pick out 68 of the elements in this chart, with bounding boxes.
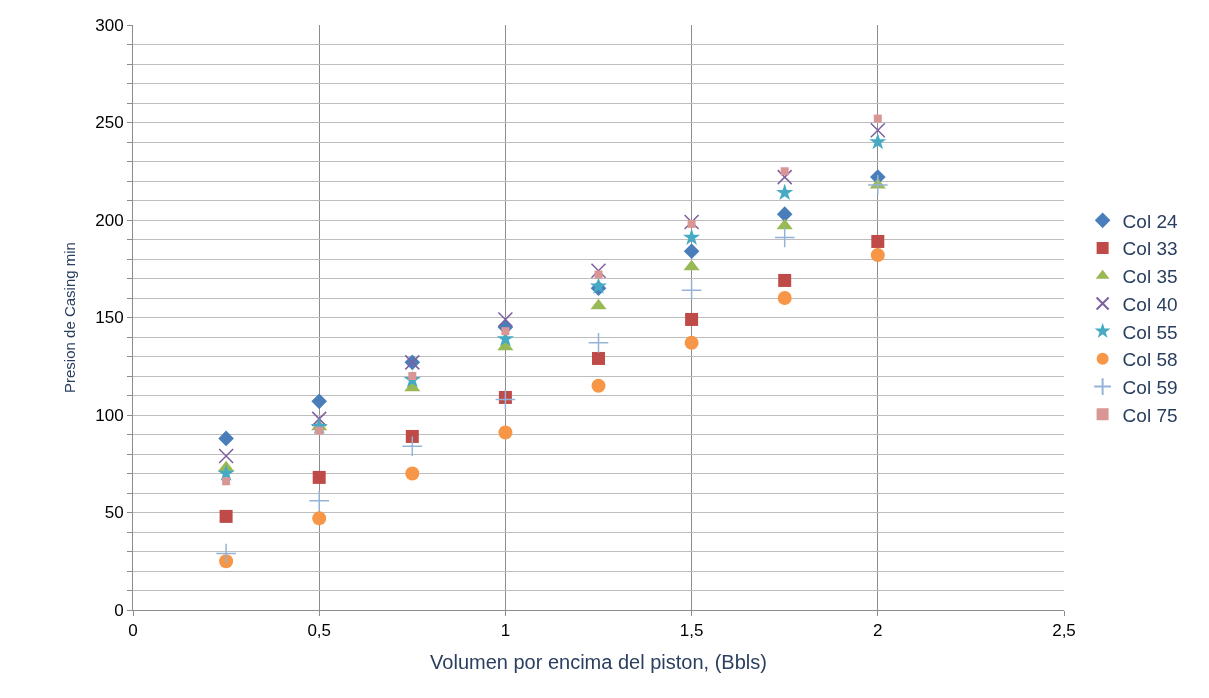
point [312, 470, 326, 484]
point [215, 542, 237, 564]
point [780, 167, 789, 176]
point [778, 273, 792, 287]
point [590, 298, 607, 310]
point [497, 311, 514, 328]
point [405, 429, 419, 443]
legend-label: Col 75 [1122, 404, 1178, 426]
point [871, 234, 885, 248]
point [681, 279, 703, 301]
point [219, 509, 233, 523]
x-tick-label: 0 [128, 621, 138, 641]
legend-label: Col 59 [1122, 376, 1178, 398]
point [684, 335, 699, 350]
legend-label: Col 40 [1122, 293, 1178, 315]
point [218, 448, 234, 464]
point [685, 312, 699, 326]
point [592, 351, 605, 365]
point [311, 411, 327, 427]
point [494, 388, 516, 410]
point [591, 378, 606, 393]
point [501, 327, 510, 336]
y-tick-label: 100 [95, 405, 124, 425]
x-tick-label: 0,5 [307, 621, 332, 641]
point [401, 435, 423, 457]
y-tick-label: 0 [114, 600, 124, 620]
point [777, 291, 792, 305]
y-tick-label: 250 [95, 113, 124, 133]
point [311, 393, 327, 410]
point [683, 243, 700, 259]
legend-label: Col 33 [1122, 238, 1178, 260]
point [222, 477, 231, 486]
point [590, 262, 607, 279]
point [873, 114, 882, 123]
x-tick-label: 2 [873, 621, 883, 641]
point [587, 332, 610, 354]
point [776, 183, 794, 201]
point [776, 218, 793, 230]
legend-label: Col 58 [1122, 349, 1178, 371]
point [683, 259, 700, 271]
x-tick-label: 1,5 [679, 621, 704, 641]
point [867, 174, 889, 196]
y-tick-label: 150 [95, 308, 124, 328]
y-tick-label: 300 [95, 15, 124, 35]
point [870, 248, 885, 263]
point [683, 214, 700, 230]
point [870, 122, 886, 139]
y-tick-label: 200 [95, 210, 124, 230]
legend-label: Col 24 [1122, 210, 1178, 232]
point [774, 227, 796, 249]
point [776, 206, 793, 222]
point [594, 270, 603, 279]
point [312, 511, 327, 526]
legend-label: Col 55 [1122, 321, 1178, 343]
legend-label: Col 35 [1122, 266, 1178, 288]
point [869, 132, 887, 150]
point [682, 228, 701, 245]
x-axis-title: Volumen por encima del piston, (Bbls) [430, 650, 767, 673]
point [308, 490, 330, 512]
x-tick-label: 1 [500, 621, 511, 641]
point [405, 466, 420, 481]
y-axis-title: Presion de Casing min [61, 242, 79, 393]
point [498, 425, 513, 440]
point [218, 430, 234, 447]
point [687, 219, 696, 228]
point [776, 169, 793, 185]
y-tick-label: 50 [104, 503, 124, 523]
x-tick-label: 2,5 [1052, 621, 1076, 641]
